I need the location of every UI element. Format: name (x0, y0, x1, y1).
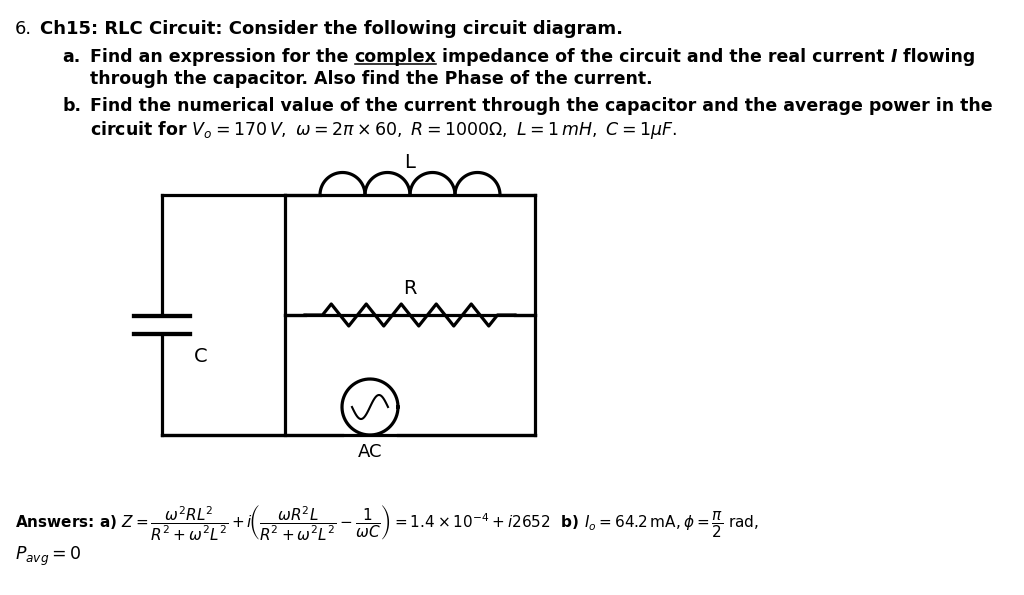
Text: Ch15: RLC Circuit: Consider the following circuit diagram.: Ch15: RLC Circuit: Consider the followin… (40, 20, 623, 38)
Text: circuit for $V_o = 170\,V,\ \omega = 2\pi \times 60,\ R = 1000\Omega,\ L = 1\,mH: circuit for $V_o = 170\,V,\ \omega = 2\p… (90, 119, 677, 141)
Text: $P_{avg} = 0$: $P_{avg} = 0$ (15, 545, 82, 568)
Text: L: L (404, 154, 416, 173)
Text: 6.: 6. (15, 20, 32, 38)
Text: C: C (194, 347, 208, 366)
Text: flowing: flowing (897, 48, 976, 66)
Text: AC: AC (357, 443, 382, 461)
Text: complex: complex (354, 48, 436, 66)
Text: Find the numerical value of the current through the capacitor and the average po: Find the numerical value of the current … (90, 97, 992, 115)
Text: b.: b. (62, 97, 81, 115)
Text: impedance of the circuit and the real current: impedance of the circuit and the real cu… (436, 48, 891, 66)
Text: a.: a. (62, 48, 80, 66)
Text: Answers: a) $Z = \dfrac{\omega^2 RL^2}{R^2+\omega^2 L^2} + i\!\left(\dfrac{\omeg: Answers: a) $Z = \dfrac{\omega^2 RL^2}{R… (15, 503, 759, 542)
Text: through the capacitor. Also find the Phase of the current.: through the capacitor. Also find the Pha… (90, 70, 652, 88)
Text: Find an expression for the: Find an expression for the (90, 48, 354, 66)
Text: I: I (891, 48, 897, 66)
Text: R: R (403, 280, 417, 299)
